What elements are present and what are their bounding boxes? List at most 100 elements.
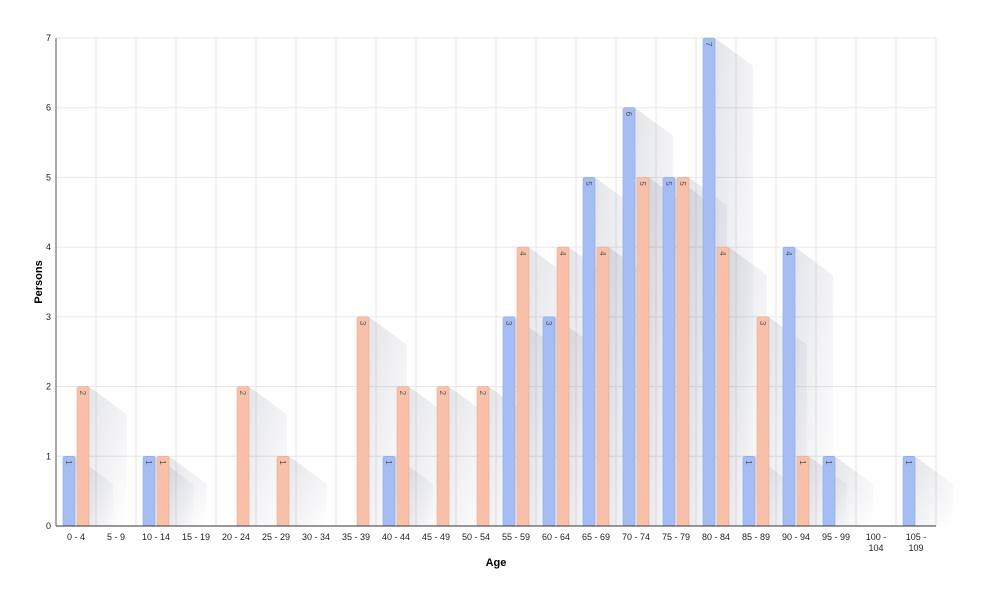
bar-series-1[interactable]: [142, 455, 156, 527]
bar-series-2[interactable]: [356, 316, 370, 527]
x-tick-label: 60 - 64: [542, 532, 570, 542]
x-tick-label: 105 -: [906, 532, 927, 542]
bar-series-2[interactable]: [276, 455, 290, 527]
bar-value-label: 7: [704, 42, 713, 47]
bar-series-1[interactable]: [502, 316, 516, 527]
y-tick-label: 1: [46, 451, 51, 461]
bar-value-label: 4: [558, 251, 567, 256]
bar-value-label: 2: [438, 391, 447, 396]
bar-value-label: 5: [584, 181, 593, 186]
x-tick-label: 55 - 59: [502, 532, 530, 542]
bar-value-label: 4: [718, 251, 727, 256]
bar-shadow: [835, 456, 873, 526]
bar-series-2[interactable]: [436, 386, 450, 527]
x-tick-label: 100 -: [866, 532, 887, 542]
bar-shadow: [89, 386, 127, 526]
y-tick-label: 4: [46, 242, 51, 252]
bar-series-2[interactable]: [516, 246, 530, 527]
bar-series-2[interactable]: [636, 177, 650, 527]
bar-value-label: 2: [238, 391, 247, 396]
bar-value-label: 1: [64, 460, 73, 465]
bar-series-2[interactable]: [476, 386, 490, 527]
bar-value-label: 1: [904, 460, 913, 465]
x-tick-label: 5 - 9: [107, 532, 125, 542]
bar-series-2[interactable]: [596, 246, 610, 527]
bar-series-2[interactable]: [396, 386, 410, 527]
bar-series-1[interactable]: [382, 455, 396, 527]
bar-value-label: 5: [664, 181, 673, 186]
bar-series-2[interactable]: [556, 246, 570, 527]
bar-shadow: [915, 456, 953, 526]
bar-value-label: 1: [384, 460, 393, 465]
bar-value-label: 1: [158, 460, 167, 465]
y-tick-label: 7: [46, 33, 51, 43]
bar-series-2[interactable]: [796, 455, 810, 527]
bar-series-2[interactable]: [156, 455, 170, 527]
bar-value-label: 6: [624, 112, 633, 117]
bar-value-label: 3: [504, 321, 513, 326]
bar-series-2[interactable]: [756, 316, 770, 527]
bar-series-1[interactable]: [542, 316, 556, 527]
x-tick-label: 109: [908, 543, 923, 553]
x-tick-label: 45 - 49: [422, 532, 450, 542]
y-tick-label: 2: [46, 382, 51, 392]
bar-series-2[interactable]: [236, 386, 250, 527]
bar-series-1[interactable]: [622, 107, 636, 527]
bar-series-2[interactable]: [676, 177, 690, 527]
axis-layer: 0 1 2 3 4 5 6 7 0 - 4 5 - 9 10 - 14 15 - 19 20 - 24 2…: [46, 33, 936, 553]
bar-value-label: 2: [478, 391, 487, 396]
bar-series-1[interactable]: [742, 455, 756, 527]
x-tick-label: 95 - 99: [822, 532, 850, 542]
bar-value-label: 4: [518, 251, 527, 256]
x-tick-label: 50 - 54: [462, 532, 490, 542]
bar-value-label: 3: [758, 321, 767, 326]
y-tick-label: 0: [46, 521, 51, 531]
x-tick-label: 20 - 24: [222, 532, 250, 542]
x-tick-label: 10 - 14: [142, 532, 170, 542]
x-tick-label: 65 - 69: [582, 532, 610, 542]
bar-series-1[interactable]: [822, 455, 836, 527]
x-tick-label: 85 - 89: [742, 532, 770, 542]
x-tick-label: 40 - 44: [382, 532, 410, 542]
x-tick-label: 104: [868, 543, 883, 553]
y-tick-label: 5: [46, 172, 51, 182]
y-tick-label: 6: [46, 103, 51, 113]
bar-series-2[interactable]: [716, 246, 730, 527]
bar-series-2[interactable]: [76, 386, 90, 527]
x-tick-label: 30 - 34: [302, 532, 330, 542]
bar-value-label: 1: [744, 460, 753, 465]
bar-series-1[interactable]: [902, 455, 916, 527]
x-tick-label: 15 - 19: [182, 532, 210, 542]
bar-value-label: 2: [78, 391, 87, 396]
x-tick-label: 25 - 29: [262, 532, 290, 542]
bar-shadow: [289, 456, 327, 526]
bar-shadow: [169, 456, 207, 526]
bar-series-1[interactable]: [62, 455, 76, 527]
bar-value-label: 1: [144, 460, 153, 465]
x-tick-label: 0 - 4: [67, 532, 85, 542]
bar-value-label: 3: [544, 321, 553, 326]
bar-series-1[interactable]: [662, 177, 676, 527]
bar-value-label: 4: [784, 251, 793, 256]
y-axis-title: Persons: [33, 260, 45, 303]
bar-value-label: 1: [278, 460, 287, 465]
bar-value-label: 4: [598, 251, 607, 256]
bar-series-1[interactable]: [702, 37, 716, 527]
x-axis-title: Age: [486, 557, 507, 569]
x-tick-label: 35 - 39: [342, 532, 370, 542]
bar-series-1[interactable]: [782, 246, 796, 527]
bar-value-label: 1: [798, 460, 807, 465]
bar-series-1[interactable]: [582, 177, 596, 527]
bar-value-label: 1: [824, 460, 833, 465]
x-tick-label: 70 - 74: [622, 532, 650, 542]
bar-value-label: 3: [358, 321, 367, 326]
bar-value-label: 5: [678, 181, 687, 186]
x-tick-label: 90 - 94: [782, 532, 810, 542]
bar-value-label: 2: [398, 391, 407, 396]
bar-value-label: 5: [638, 181, 647, 186]
x-tick-label: 75 - 79: [662, 532, 690, 542]
x-tick-label: 80 - 84: [702, 532, 730, 542]
